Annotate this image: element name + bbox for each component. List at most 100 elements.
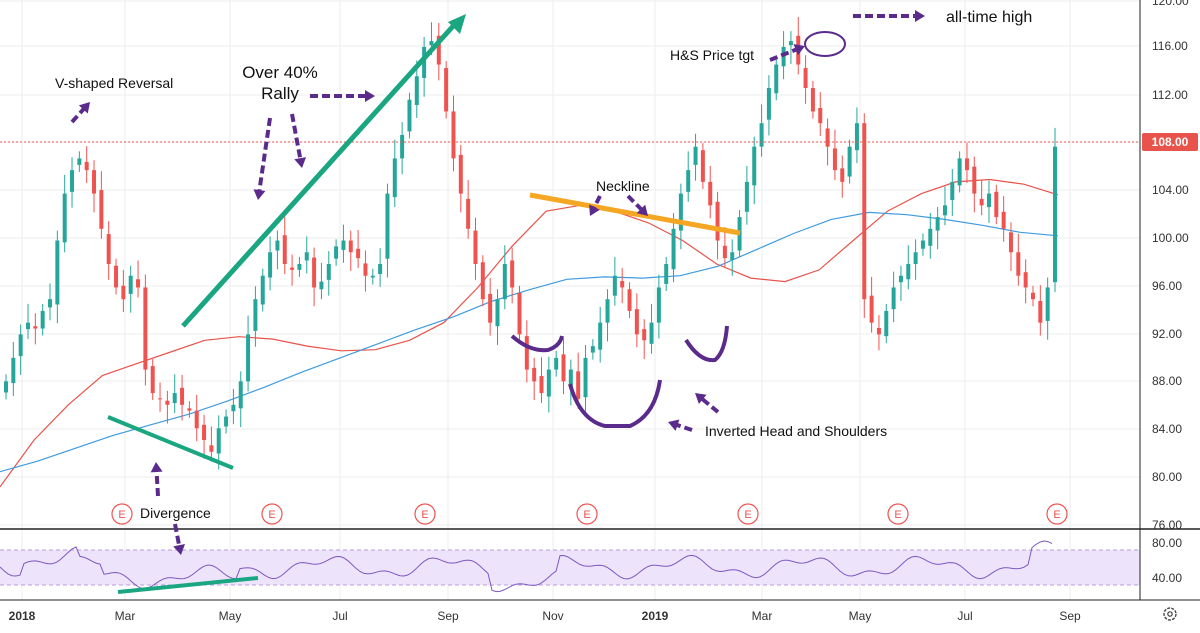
candle <box>48 283 53 321</box>
earnings-marker-circle[interactable] <box>414 503 436 525</box>
arrow-shaft <box>257 117 272 193</box>
earnings-marker[interactable]: E <box>737 503 759 525</box>
earnings-marker[interactable]: E <box>111 503 133 525</box>
earnings-marker[interactable]: E <box>261 503 283 525</box>
candle-body <box>422 46 427 79</box>
neckline-arrow-left <box>589 195 602 216</box>
price-tick-label: 116.00 <box>1152 39 1188 53</box>
candle <box>422 36 427 97</box>
candle <box>40 303 45 336</box>
earnings-marker-circle[interactable] <box>111 503 133 525</box>
arrow-head <box>668 419 680 431</box>
candle-body <box>275 240 280 251</box>
earnings-marker[interactable]: E <box>1046 503 1068 525</box>
candle-body <box>605 299 610 323</box>
candle-body <box>766 88 771 120</box>
candle-body <box>935 217 940 231</box>
arrow-shaft <box>290 113 303 161</box>
candle <box>180 374 185 421</box>
candle-body <box>92 170 97 194</box>
arrow-head <box>695 393 707 404</box>
candle <box>70 157 75 208</box>
candle <box>392 139 397 208</box>
candle-body <box>1023 272 1028 288</box>
candle <box>898 265 903 301</box>
arrow-head <box>173 544 185 555</box>
candle-body <box>165 400 170 405</box>
candle-body <box>502 264 507 300</box>
time-tick-label: Sep <box>1059 609 1081 623</box>
rally-arrow-shaft <box>181 22 457 328</box>
candle-body <box>444 68 449 112</box>
neckline <box>529 192 741 236</box>
candle-body <box>370 275 375 278</box>
candle <box>326 251 331 296</box>
candle-body <box>546 369 551 397</box>
candle <box>238 371 243 428</box>
earnings-marker-circle[interactable] <box>1046 503 1068 525</box>
candle-body <box>583 357 588 398</box>
time-tick-label: Nov <box>542 609 563 623</box>
earnings-marker-circle[interactable] <box>887 503 909 525</box>
candle <box>458 144 463 213</box>
candle <box>832 129 837 181</box>
candle-body <box>4 381 8 393</box>
candle-body <box>869 295 874 323</box>
candle-body <box>55 240 60 305</box>
candle <box>935 207 940 250</box>
time-tick-label: May <box>219 609 242 623</box>
earnings-marker[interactable]: E <box>414 503 436 525</box>
candle <box>246 315 251 392</box>
candle <box>224 409 229 434</box>
earnings-marker-circle[interactable] <box>261 503 283 525</box>
candle-body <box>627 289 632 311</box>
arrow-head <box>915 10 925 22</box>
price-tick-label: 88.00 <box>1152 374 1182 388</box>
divergence-arrow-up <box>150 462 163 497</box>
rally-label-1: Over 40% <box>242 63 318 82</box>
candle <box>370 268 375 285</box>
candle-body <box>260 275 265 305</box>
earnings-marker-circle[interactable] <box>576 503 598 525</box>
price-tick-label: 112.00 <box>1152 88 1188 102</box>
candle-body <box>356 248 361 259</box>
candle <box>451 95 456 172</box>
candle-body <box>693 146 698 165</box>
arrow-head <box>253 189 266 200</box>
earnings-marker-circle[interactable] <box>737 503 759 525</box>
candle <box>172 374 177 414</box>
candle <box>1016 233 1021 286</box>
rsi-band <box>0 550 1140 585</box>
candle <box>510 247 515 304</box>
candle <box>275 230 280 270</box>
earnings-marker[interactable]: E <box>576 503 598 525</box>
candle-body <box>1045 287 1050 321</box>
candle-body <box>510 260 515 288</box>
earnings-marker[interactable]: E <box>887 503 909 525</box>
candle-body <box>11 357 16 384</box>
candle <box>92 160 97 213</box>
gear-icon[interactable] <box>1163 607 1177 621</box>
candle <box>260 268 265 312</box>
candle <box>708 166 713 219</box>
candle-body <box>598 322 603 350</box>
candle-body <box>532 367 537 382</box>
candle <box>290 254 295 286</box>
candle <box>99 171 104 239</box>
candle <box>407 92 412 139</box>
candle-body <box>642 329 647 341</box>
ma-line-moving-average-short <box>0 178 1059 488</box>
candle <box>913 239 918 280</box>
arrow-shaft <box>173 523 182 548</box>
candle-body <box>341 240 346 250</box>
candle-body <box>458 154 463 194</box>
candle-body <box>62 193 67 243</box>
candle-body <box>649 322 654 344</box>
settings-gear[interactable] <box>1163 607 1177 621</box>
candle <box>722 227 727 269</box>
candle-body <box>876 327 881 335</box>
time-tick-label: Sep <box>437 609 459 623</box>
candle <box>202 414 207 459</box>
candle-body <box>158 398 163 400</box>
candle-body <box>495 299 500 327</box>
